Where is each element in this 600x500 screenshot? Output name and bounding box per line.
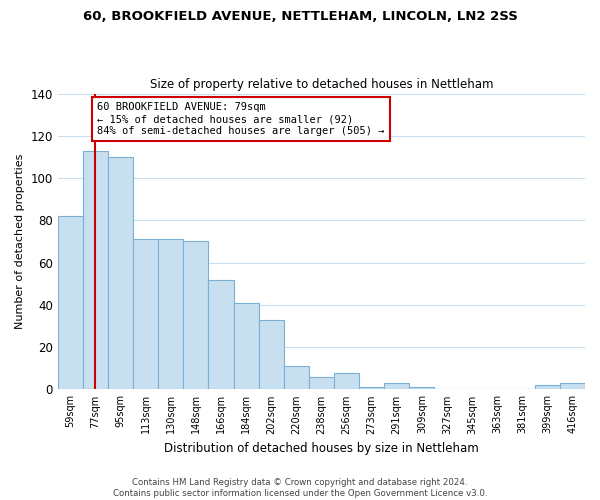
Bar <box>334 372 359 390</box>
Bar <box>284 366 309 390</box>
Title: Size of property relative to detached houses in Nettleham: Size of property relative to detached ho… <box>149 78 493 91</box>
Bar <box>208 280 233 390</box>
Text: 60 BROOKFIELD AVENUE: 79sqm
← 15% of detached houses are smaller (92)
84% of sem: 60 BROOKFIELD AVENUE: 79sqm ← 15% of det… <box>97 102 385 136</box>
Bar <box>560 383 585 390</box>
Bar <box>233 303 259 390</box>
Bar <box>384 383 409 390</box>
Y-axis label: Number of detached properties: Number of detached properties <box>15 154 25 329</box>
Bar <box>83 150 108 390</box>
Bar <box>535 385 560 390</box>
Bar <box>58 216 83 390</box>
Bar <box>133 240 158 390</box>
Bar <box>108 157 133 390</box>
Bar <box>309 377 334 390</box>
Bar <box>158 240 184 390</box>
Bar <box>359 388 384 390</box>
Bar <box>259 320 284 390</box>
X-axis label: Distribution of detached houses by size in Nettleham: Distribution of detached houses by size … <box>164 442 479 455</box>
Text: Contains HM Land Registry data © Crown copyright and database right 2024.
Contai: Contains HM Land Registry data © Crown c… <box>113 478 487 498</box>
Bar <box>409 388 434 390</box>
Bar <box>184 242 208 390</box>
Text: 60, BROOKFIELD AVENUE, NETTLEHAM, LINCOLN, LN2 2SS: 60, BROOKFIELD AVENUE, NETTLEHAM, LINCOL… <box>83 10 517 23</box>
